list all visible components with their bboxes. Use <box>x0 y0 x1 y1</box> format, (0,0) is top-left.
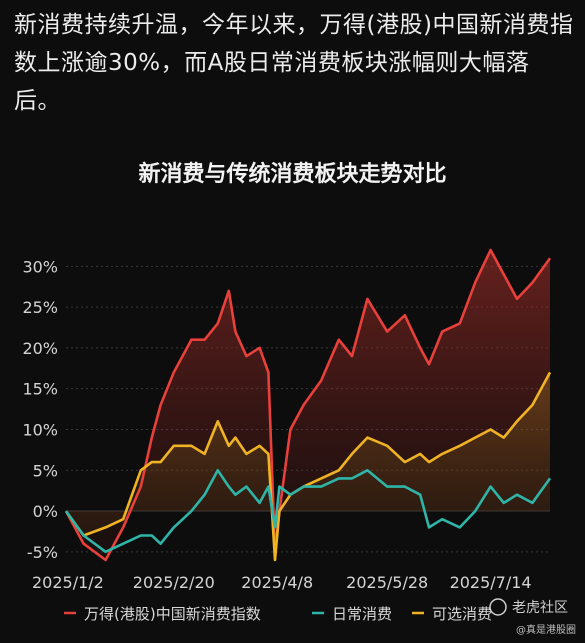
y-tick-label: 20% <box>22 339 58 358</box>
x-axis-ticks: 2025/1/2 2025/2/20 2025/4/8 2025/5/28 2025/7… <box>32 573 532 592</box>
y-tick-label: 0% <box>33 502 58 521</box>
watermark-handle: @真是港股圈 <box>516 623 576 636</box>
legend-item-new-consumer: 万得(港股)中国新消费指数 <box>64 605 261 623</box>
series-lines <box>64 248 552 562</box>
x-tick-label: 2025/2/20 <box>133 573 215 592</box>
legend-item-staples: 日常消费 <box>312 605 392 623</box>
intro-text: 新消费持续升温，今年以来，万得(港股)中国新消费指数上涨逾30%，而A股日常消费… <box>14 12 574 114</box>
watermark: 老虎社区 @真是港股圈 <box>489 598 576 636</box>
legend-label-staples: 日常消费 <box>332 605 392 623</box>
tiger-logo-icon <box>489 598 507 616</box>
legend-item-discretionary: 可选消费 <box>412 605 492 623</box>
y-tick-label: 15% <box>22 380 58 399</box>
y-tick-label: 5% <box>33 461 58 480</box>
series-area-discretionary <box>66 372 550 560</box>
legend-label-new-consumer: 万得(港股)中国新消费指数 <box>84 605 261 623</box>
series-area-new-consumer <box>66 250 550 560</box>
legend: 万得(港股)中国新消费指数 日常消费 可选消费 <box>64 605 492 623</box>
y-tick-label: -5% <box>27 543 58 562</box>
y-tick-label: 30% <box>22 257 58 276</box>
y-tick-label: 10% <box>22 420 58 439</box>
x-tick-label: 2025/7/14 <box>450 573 532 592</box>
legend-label-discretionary: 可选消费 <box>432 605 492 623</box>
x-tick-label: 2025/4/8 <box>241 573 313 592</box>
chart-title: 新消费与传统消费板块走势对比 <box>138 162 447 187</box>
x-tick-label: 2025/5/28 <box>346 573 428 592</box>
watermark-brand: 老虎社区 <box>512 600 568 616</box>
series-line-discretionary <box>64 371 552 562</box>
area-fills <box>66 250 550 560</box>
y-tick-label: 25% <box>22 298 58 317</box>
series-line-staples <box>64 469 552 554</box>
y-axis-ticks: -5% 0% 5% 10% 15% 20% 25% 30% <box>22 257 58 562</box>
x-tick-label: 2025/1/2 <box>32 573 104 592</box>
series-line-new-consumer <box>64 248 552 562</box>
